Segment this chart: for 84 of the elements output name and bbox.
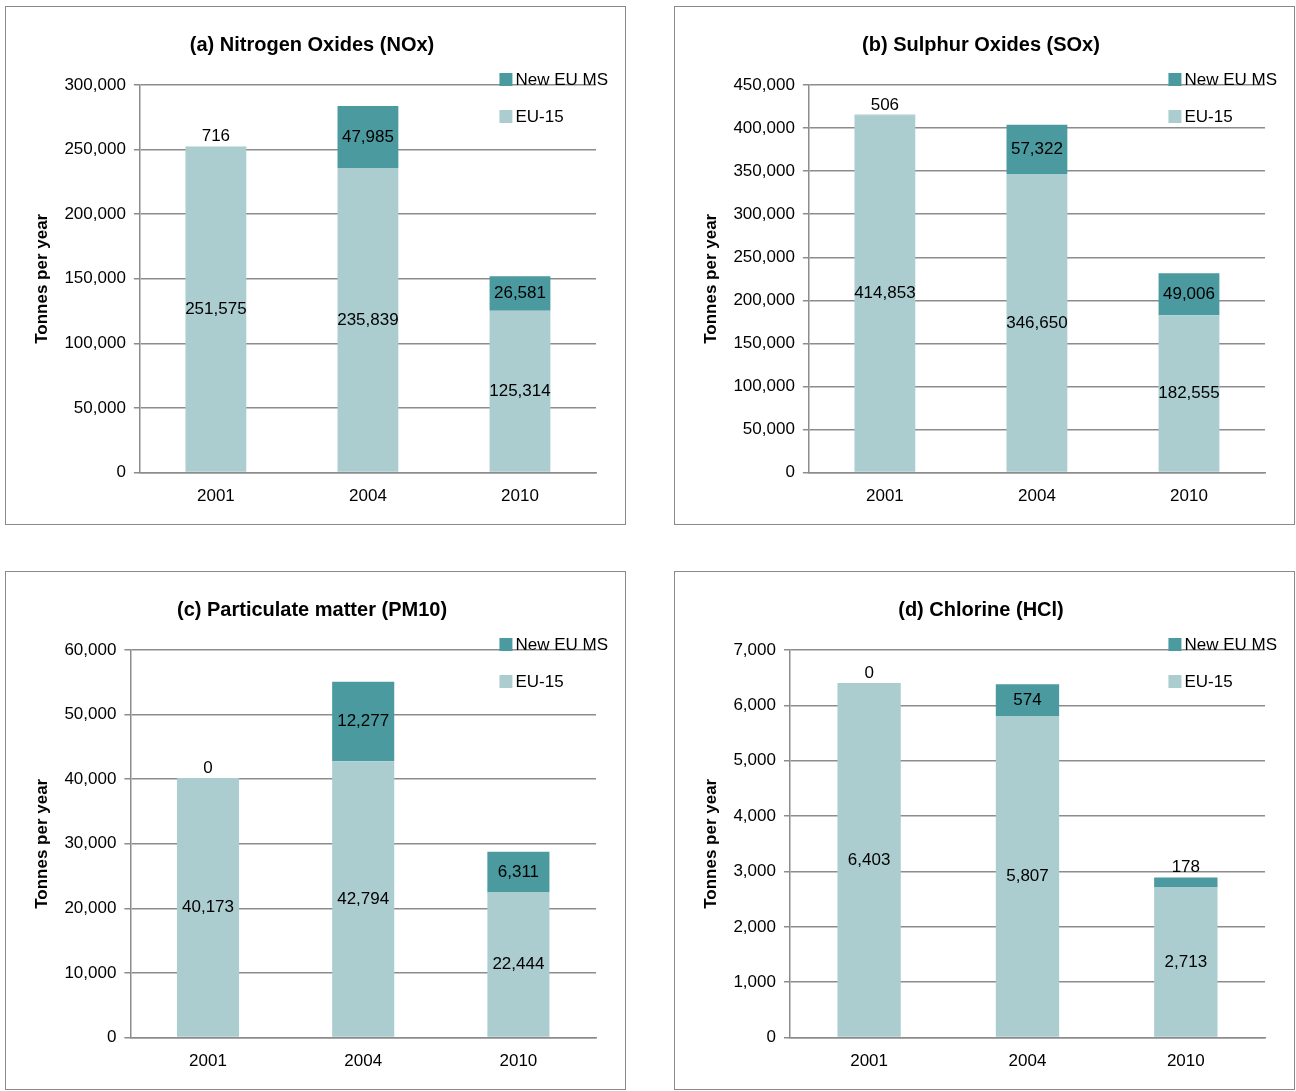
data-label: 22,444	[492, 954, 545, 974]
y-tick-label: 300,000	[64, 74, 126, 94]
x-tick-label: 2001	[865, 486, 904, 506]
data-label: 574	[1013, 689, 1042, 709]
data-label: 12,277	[337, 711, 390, 731]
x-tick-label: 2010	[499, 1051, 538, 1071]
y-tick-label: 100,000	[733, 376, 795, 396]
y-tick-label: 0	[106, 1027, 117, 1047]
legend-label: EU-15	[515, 671, 564, 691]
x-tick-label: 2001	[196, 486, 235, 506]
y-tick-label: 40,000	[64, 768, 117, 788]
y-tick-label: 2,000	[733, 916, 776, 936]
chart-title: (a) Nitrogen Oxides (NOx)	[189, 32, 435, 55]
y-tick-label: 100,000	[64, 333, 126, 353]
y-tick-label: 10,000	[64, 962, 117, 982]
x-tick-label: 2010	[501, 486, 539, 506]
y-axis-title: Tonnes per year	[700, 213, 720, 344]
x-tick-label: 2004	[344, 1051, 383, 1071]
legend-label: EU-15	[1184, 106, 1233, 126]
data-label: 178	[1171, 857, 1201, 877]
x-tick-label: 2004	[1008, 1051, 1047, 1071]
chart-title: (b) Sulphur Oxides (SOx)	[862, 32, 1100, 55]
data-label: 49,006	[1162, 283, 1215, 303]
y-tick-label: 450,000	[733, 74, 795, 94]
y-axis-title: Tonnes per year	[700, 778, 720, 909]
data-label: 0	[864, 662, 874, 682]
chart-title: (c) Particulate matter (PM10)	[176, 597, 448, 620]
y-tick-label: 150,000	[64, 268, 126, 288]
y-tick-label: 150,000	[733, 333, 795, 353]
y-tick-label: 50,000	[64, 704, 117, 724]
y-tick-label: 30,000	[64, 833, 117, 853]
x-tick-label: 2010	[1166, 1051, 1205, 1071]
chart-title: (d) Chlorine (HCl)	[898, 597, 1064, 620]
data-label: 42,794	[337, 888, 390, 908]
y-tick-label: 6,000	[733, 695, 776, 715]
data-label: 6,311	[497, 861, 540, 881]
data-label: 346,650	[1006, 312, 1068, 332]
y-tick-label: 4,000	[733, 805, 776, 825]
y-tick-label: 400,000	[733, 117, 795, 137]
y-tick-label: 7,000	[733, 639, 776, 659]
y-tick-label: 60,000	[64, 639, 117, 659]
data-label: 5,807	[1006, 866, 1049, 886]
x-tick-label: 2001	[189, 1051, 227, 1071]
data-label: 235,839	[337, 309, 399, 329]
x-tick-label: 2010	[1170, 486, 1208, 506]
y-axis-title: Tonnes per year	[31, 213, 51, 344]
y-tick-label: 3,000	[733, 861, 776, 881]
y-axis-title: Tonnes per year	[31, 778, 51, 909]
y-tick-label: 200,000	[733, 290, 795, 310]
data-label: 6,403	[847, 849, 891, 869]
y-tick-label: 200,000	[64, 203, 126, 223]
y-tick-label: 300,000	[733, 203, 795, 223]
y-tick-label: 1,000	[733, 971, 776, 991]
x-tick-label: 2001	[850, 1051, 889, 1071]
data-label: 2,713	[1164, 951, 1208, 971]
legend-label: New EU MS	[1184, 634, 1278, 654]
legend-label: EU-15	[1184, 671, 1233, 691]
y-tick-label: 50,000	[742, 419, 795, 439]
legend-label: New EU MS	[515, 634, 609, 654]
x-tick-label: 2004	[1018, 486, 1056, 506]
y-tick-label: 0	[785, 462, 795, 482]
data-label: 414,853	[854, 283, 916, 303]
data-label: 251,575	[185, 299, 247, 319]
data-label: 716	[201, 126, 231, 146]
legend-label: New EU MS	[515, 69, 609, 89]
y-tick-label: 0	[116, 462, 126, 482]
data-label: 182,555	[1158, 383, 1220, 403]
data-label: 47,985	[341, 126, 394, 146]
y-tick-label: 350,000	[733, 160, 795, 180]
data-label: 26,581	[493, 283, 546, 303]
y-tick-label: 50,000	[73, 397, 126, 417]
data-label: 0	[203, 757, 213, 777]
y-tick-label: 5,000	[733, 750, 776, 770]
y-tick-label: 20,000	[64, 898, 117, 918]
legend-label: EU-15	[515, 106, 564, 126]
y-tick-label: 0	[766, 1027, 776, 1047]
y-tick-label: 250,000	[64, 139, 126, 159]
data-label: 506	[870, 94, 900, 114]
data-label: 40,173	[182, 897, 234, 917]
y-tick-label: 250,000	[733, 246, 795, 266]
data-label: 125,314	[489, 380, 551, 400]
x-tick-label: 2004	[349, 486, 387, 506]
legend-label: New EU MS	[1184, 69, 1278, 89]
data-label: 57,322	[1010, 139, 1063, 159]
